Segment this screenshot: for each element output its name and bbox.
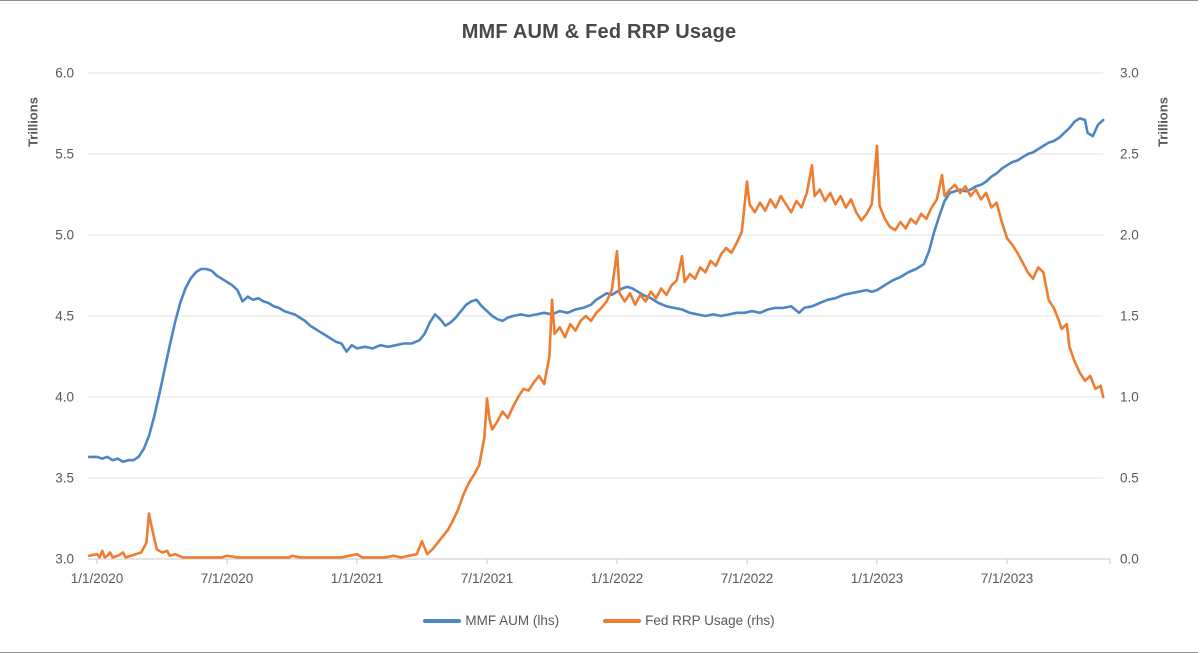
left-axis-tick-label: 3.5 [55,471,74,486]
left-axis-tick-label: 3.0 [55,552,74,567]
x-axis-tick-label: 1/1/2022 [591,571,644,586]
chart-title: MMF AUM & Fed RRP Usage [461,21,737,43]
left-axis-tick-labels: 3.0 3.5 4.0 4.5 5.0 5.5 6.0 [55,66,74,567]
left-axis-tick-label: 4.0 [55,390,74,405]
left-axis-tick-label: 5.0 [55,228,74,243]
x-axis-tick-label: 7/1/2020 [201,571,254,586]
mmf-aum-line-swatch [423,618,462,623]
x-axis-tick-label: 7/1/2021 [461,571,514,586]
right-axis-tick-label: 1.0 [1120,390,1139,405]
x-axis [88,558,1111,564]
x-axis-tick-label: 7/1/2022 [721,571,774,586]
right-axis-tick-label: 2.0 [1120,228,1139,243]
left-axis-tick-label: 6.0 [55,66,74,81]
x-axis-tick-label: 1/1/2023 [851,571,904,586]
series-lines [87,117,1105,559]
fed-rrp-line [87,144,1105,559]
legend-item-fed-rrp: Fed RRP Usage (rhs) [603,613,775,628]
left-axis-tick-label: 5.5 [55,147,74,162]
legend-label: Fed RRP Usage (rhs) [645,613,775,628]
legend-item-mmf-aum: MMF AUM (lhs) [423,613,559,628]
legend: MMF AUM (lhs) Fed RRP Usage (rhs) [0,613,1198,628]
mmf-aum-line [87,117,1105,464]
right-axis-tick-label: 2.5 [1120,147,1139,162]
fed-rrp-line-swatch [603,618,642,623]
right-axis-tick-label: 3.0 [1120,66,1139,81]
left-axis-tick-label: 4.5 [55,309,74,324]
right-axis-tick-labels: 0.0 0.5 1.0 1.5 2.0 2.5 3.0 [1120,66,1139,567]
right-axis-tick-label: 1.5 [1120,309,1139,324]
x-axis-tick-labels: 1/1/2020 7/1/2020 1/1/2021 7/1/2021 1/1/2022… [71,571,1034,586]
right-axis-tick-label: 0.0 [1120,552,1139,567]
x-axis-tick-label: 1/1/2021 [331,571,384,586]
legend-label: MMF AUM (lhs) [465,613,560,628]
x-axis-tick-label: 7/1/2023 [981,571,1034,586]
x-axis-tick-label: 1/1/2020 [71,571,124,586]
right-axis-tick-label: 0.5 [1120,471,1139,486]
